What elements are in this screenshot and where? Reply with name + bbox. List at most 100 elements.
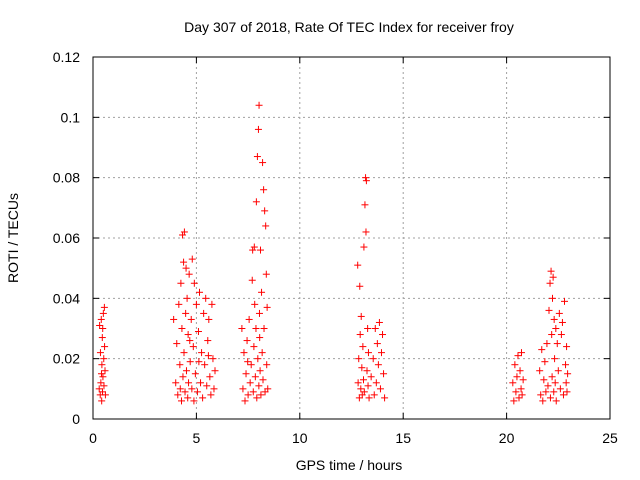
data-point bbox=[98, 334, 106, 342]
data-point bbox=[263, 361, 271, 369]
data-point bbox=[548, 331, 556, 339]
data-point bbox=[369, 355, 377, 363]
y-tick-label: 0 bbox=[72, 411, 80, 427]
data-point bbox=[182, 309, 190, 317]
data-point bbox=[179, 231, 187, 239]
data-point bbox=[97, 370, 105, 378]
data-point bbox=[96, 321, 104, 329]
data-point bbox=[559, 391, 567, 399]
data-point bbox=[176, 361, 184, 369]
data-point bbox=[517, 385, 525, 393]
data-point bbox=[249, 388, 257, 396]
data-point bbox=[176, 385, 184, 393]
data-point bbox=[364, 382, 372, 390]
data-point bbox=[204, 352, 212, 360]
data-point bbox=[208, 300, 216, 308]
data-point bbox=[562, 379, 570, 387]
data-point bbox=[510, 397, 518, 405]
x-tick-label: 0 bbox=[89, 430, 97, 446]
data-point bbox=[207, 391, 215, 399]
y-tick-label: 0.04 bbox=[53, 290, 80, 306]
data-point bbox=[253, 394, 261, 402]
data-point bbox=[99, 388, 107, 396]
data-point bbox=[556, 385, 564, 393]
data-point bbox=[360, 243, 368, 251]
data-point bbox=[354, 379, 362, 387]
data-point bbox=[550, 315, 558, 323]
data-point bbox=[519, 376, 527, 384]
data-point bbox=[259, 159, 267, 167]
data-point bbox=[380, 370, 388, 378]
data-point bbox=[97, 315, 105, 323]
data-point bbox=[357, 385, 365, 393]
data-point bbox=[177, 279, 185, 287]
data-point bbox=[172, 379, 180, 387]
data-point bbox=[540, 376, 548, 384]
data-point bbox=[376, 385, 384, 393]
data-point bbox=[250, 343, 258, 351]
data-point bbox=[264, 385, 272, 393]
data-point bbox=[361, 201, 369, 209]
data-point bbox=[197, 379, 205, 387]
data-point bbox=[238, 325, 246, 332]
data-point bbox=[563, 343, 571, 351]
data-point bbox=[182, 367, 190, 375]
data-point bbox=[260, 186, 268, 194]
data-point bbox=[174, 391, 182, 399]
data-point bbox=[186, 337, 194, 345]
x-axis-label: GPS time / hours bbox=[296, 457, 403, 473]
data-point bbox=[187, 315, 195, 323]
data-point bbox=[518, 391, 526, 399]
y-tick-label: 0.08 bbox=[53, 170, 80, 186]
plot-frame bbox=[92, 56, 611, 420]
data-point bbox=[97, 379, 105, 387]
data-point bbox=[563, 388, 571, 396]
data-point bbox=[195, 358, 203, 366]
data-point bbox=[184, 331, 192, 339]
data-point bbox=[96, 349, 104, 357]
data-point bbox=[554, 367, 562, 375]
data-point bbox=[363, 367, 371, 375]
data-point bbox=[375, 318, 383, 326]
data-point bbox=[170, 315, 178, 323]
data-point bbox=[545, 306, 553, 314]
data-point bbox=[196, 288, 204, 296]
data-point bbox=[358, 364, 366, 372]
data-point bbox=[379, 331, 387, 339]
data-point bbox=[253, 153, 261, 161]
y-tick-label: 0.06 bbox=[53, 230, 80, 246]
data-point bbox=[355, 355, 363, 363]
data-point bbox=[95, 385, 103, 393]
data-point bbox=[255, 101, 263, 109]
data-point bbox=[190, 279, 198, 287]
data-point bbox=[241, 397, 249, 405]
data-point bbox=[371, 325, 379, 332]
data-point bbox=[546, 394, 554, 402]
data-point bbox=[242, 370, 250, 378]
data-point bbox=[373, 340, 381, 348]
data-point bbox=[99, 325, 107, 332]
data-point bbox=[254, 355, 262, 363]
data-point bbox=[362, 174, 370, 182]
data-point bbox=[211, 367, 219, 375]
data-point bbox=[548, 373, 556, 381]
data-point bbox=[356, 331, 364, 339]
data-point bbox=[370, 391, 378, 399]
data-point bbox=[101, 391, 109, 399]
data-point bbox=[100, 303, 108, 311]
data-point bbox=[252, 198, 260, 206]
data-point bbox=[374, 361, 382, 369]
data-point bbox=[251, 373, 259, 381]
data-point bbox=[547, 267, 555, 275]
data-point bbox=[203, 382, 211, 390]
data-point bbox=[186, 358, 194, 366]
data-point bbox=[543, 340, 551, 348]
data-point bbox=[206, 373, 214, 381]
data-point bbox=[255, 382, 263, 390]
data-point bbox=[555, 309, 563, 317]
data-point bbox=[249, 246, 257, 254]
chart-title: Day 307 of 2018, Rate Of TEC Index for r… bbox=[184, 19, 514, 35]
data-point bbox=[516, 367, 524, 375]
data-point bbox=[243, 337, 251, 345]
